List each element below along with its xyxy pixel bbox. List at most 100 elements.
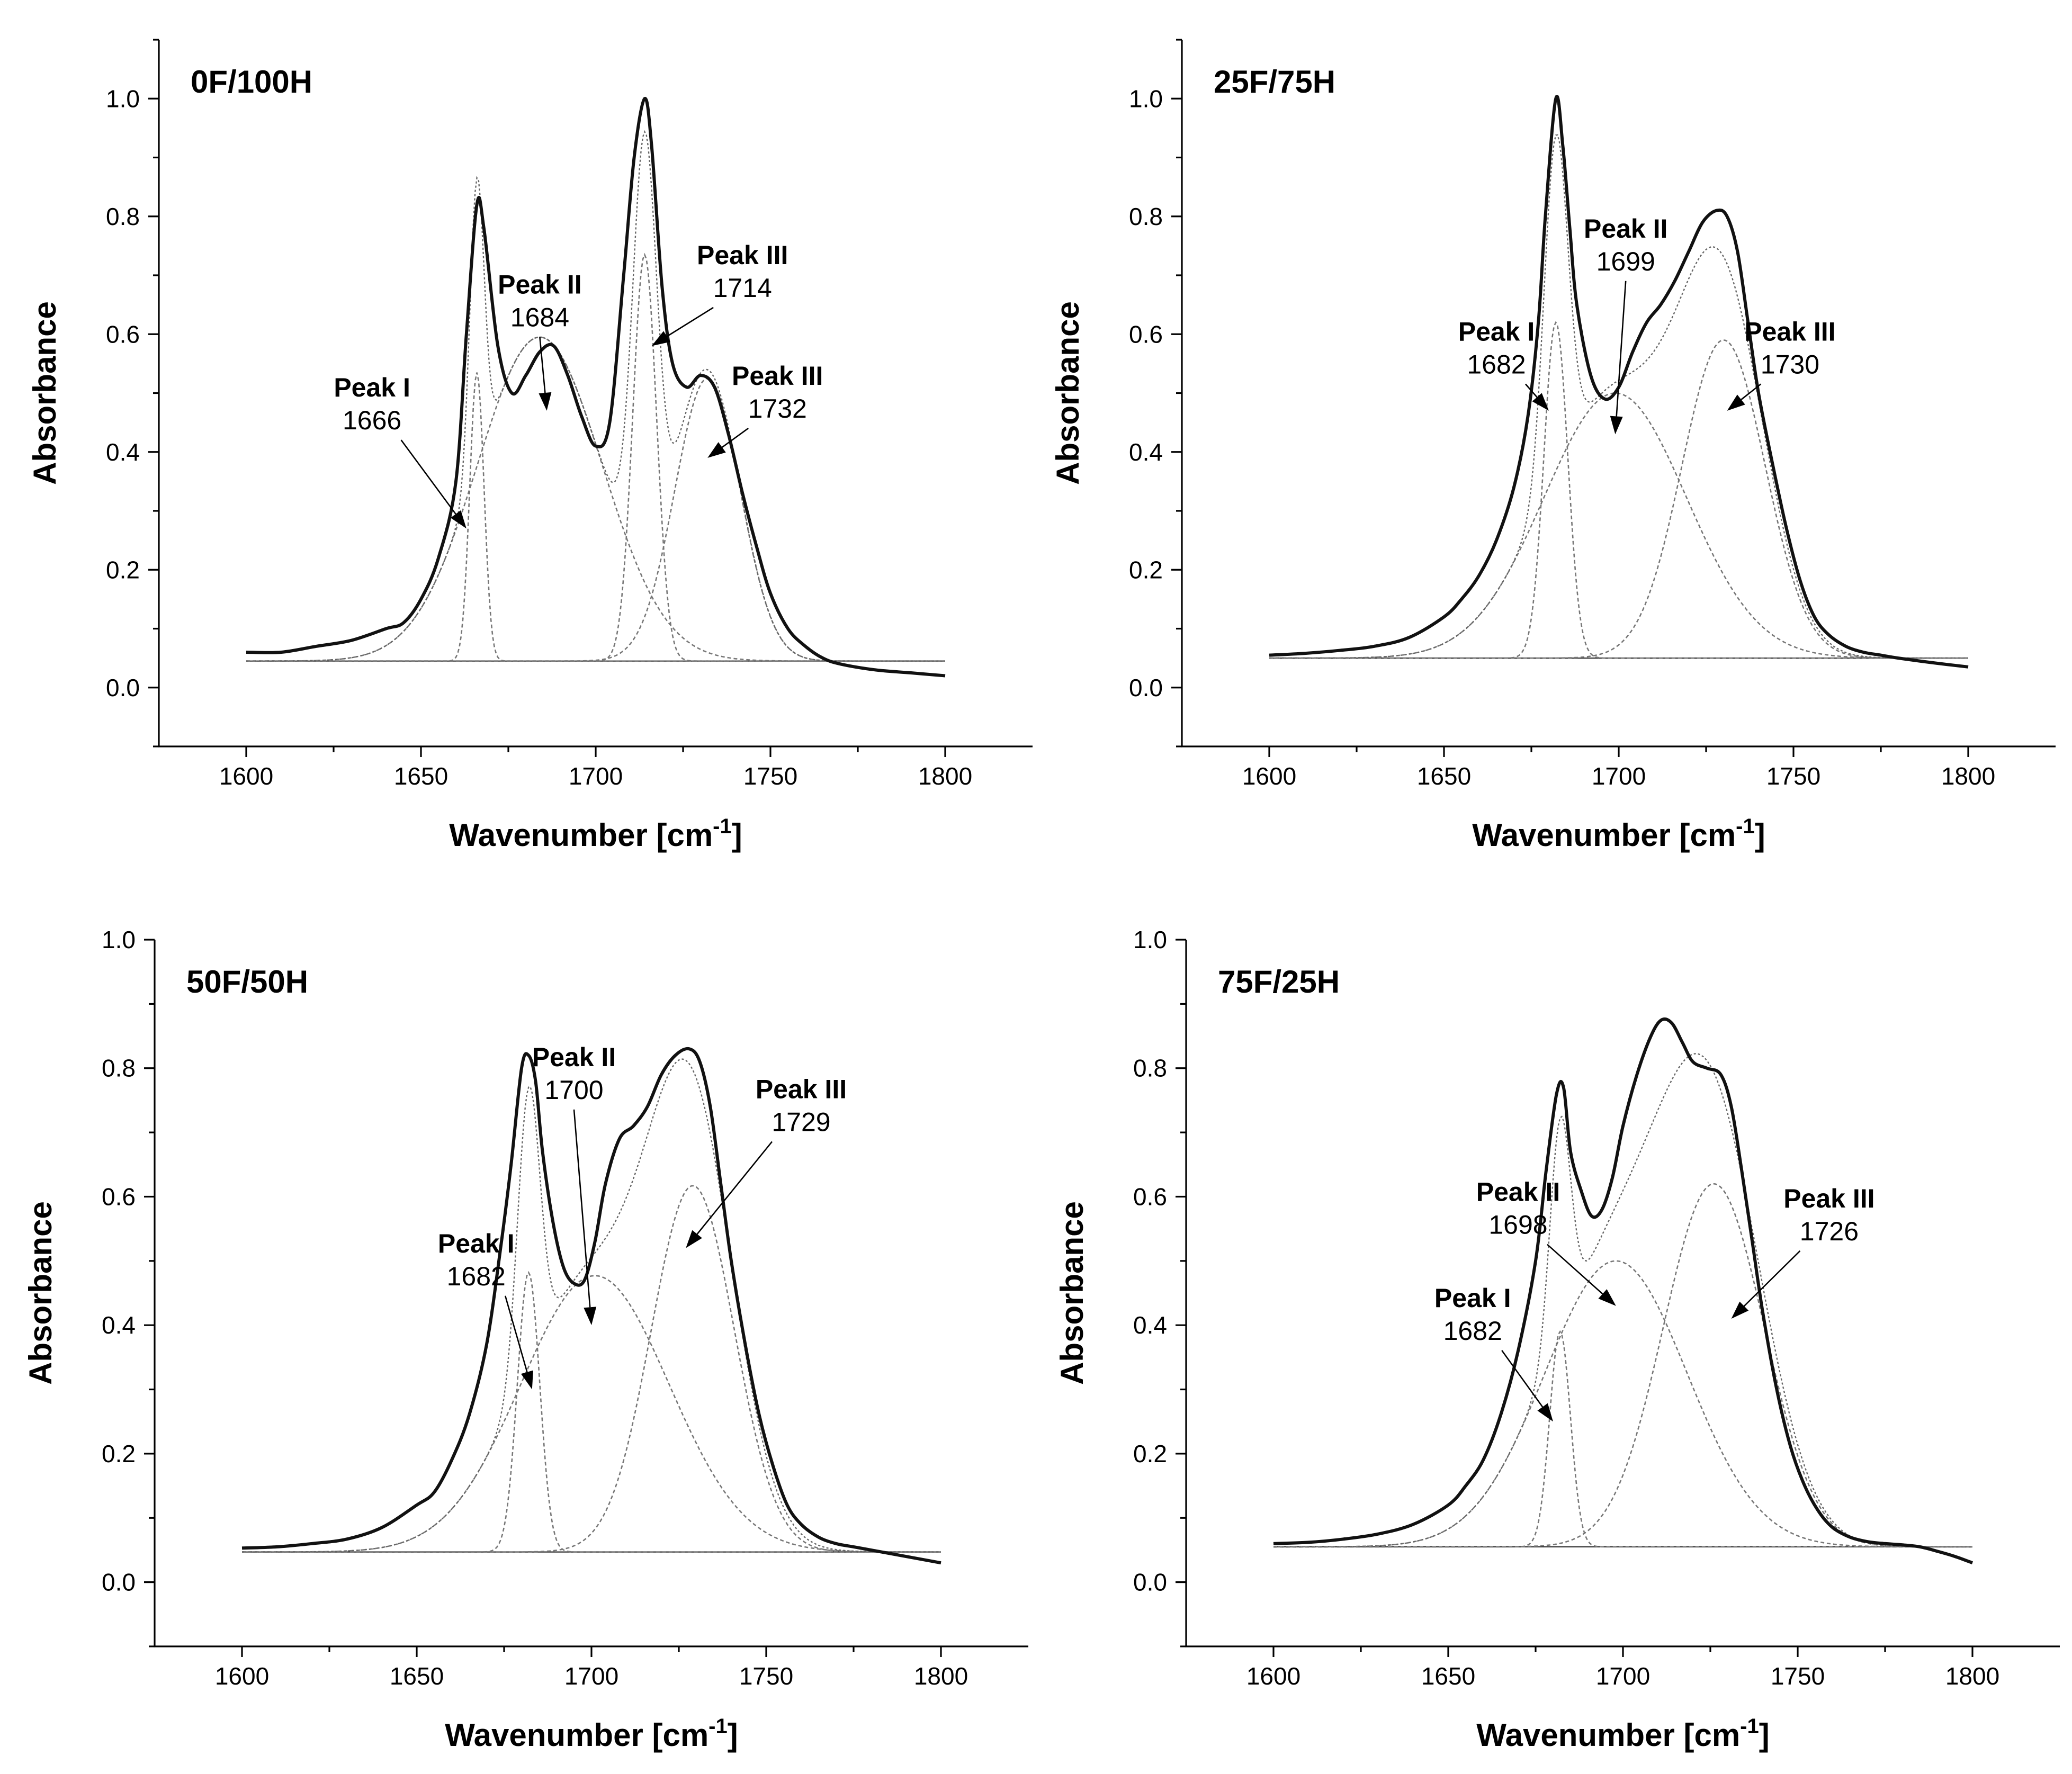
peak-arrow <box>1501 1350 1544 1408</box>
y-tick-label: 0.0 <box>1133 1569 1167 1596</box>
x-tick-label: 1800 <box>918 762 972 790</box>
x-tick-label: 1650 <box>1417 762 1471 790</box>
peak-arrow-head <box>707 442 726 458</box>
y-tick-label: 0.6 <box>1129 320 1163 348</box>
y-tick-label: 0.2 <box>106 556 140 583</box>
panel-75F-25H: 1600 1650 1700 1750 1800 0.0 0.2 0.4 0.6 0.8 1.0 Wa… <box>1054 926 2060 1753</box>
peak-arrow <box>1616 281 1627 417</box>
y-tick-label: 1.0 <box>102 926 136 953</box>
measured-spectrum <box>1269 95 1969 669</box>
y-axis-title: Absorbance <box>1054 1201 1090 1385</box>
peak-arrow <box>696 1141 773 1235</box>
y-tick-label: 0.2 <box>1133 1440 1167 1467</box>
peak-label-name: Peak I <box>1458 317 1535 347</box>
y-axis-title: Absorbance <box>27 301 62 485</box>
peak-label-name: Peak III <box>732 361 823 391</box>
component-peak-iii <box>242 1185 941 1553</box>
x-axis-title: Wavenumber [cm-1] <box>1476 1715 1769 1753</box>
x-tick-label: 1750 <box>1766 762 1820 790</box>
x-tick-label: 1750 <box>739 1662 793 1690</box>
fit-envelope <box>246 130 945 662</box>
peak-label-value: 1699 <box>1596 247 1655 276</box>
peak-label-value: 1682 <box>1467 350 1526 380</box>
x-axis-title: Wavenumber [cm-1] <box>445 1715 738 1753</box>
peak-label-value: 1730 <box>1761 350 1819 380</box>
x-axis-title: Wavenumber [cm-1] <box>449 815 742 853</box>
y-tick-label: 0.0 <box>102 1569 136 1596</box>
panel-title: 50F/50H <box>186 964 308 999</box>
component-peak-ii <box>1269 392 1968 659</box>
y-tick-label: 0.6 <box>106 320 140 348</box>
panel-25F-75H: 1600 1650 1700 1750 1800 0.0 0.2 0.4 0.6 0.8 1.0 Wa… <box>1050 39 2056 853</box>
peak-label-name: Peak I <box>1434 1283 1511 1313</box>
peak-arrow-head <box>1731 1301 1749 1319</box>
peak-label-value: 1682 <box>447 1262 506 1291</box>
y-tick-label: 0.0 <box>1129 674 1163 701</box>
peak-arrow <box>1743 1250 1801 1307</box>
y-axis-title: Absorbance <box>1050 301 1086 485</box>
x-tick-label: 1600 <box>1242 762 1296 790</box>
y-tick-label: 1.0 <box>1129 85 1163 112</box>
y-tick-label: 0.6 <box>102 1183 136 1210</box>
peak-arrow <box>504 1295 528 1373</box>
y-tick-label: 1.0 <box>1133 926 1167 953</box>
peak-arrow <box>539 337 546 393</box>
peak-label-value: 1682 <box>1443 1316 1502 1346</box>
peak-label-name: Peak III <box>1783 1184 1874 1213</box>
peak-label-value: 1666 <box>343 406 401 435</box>
peak-label-name: Peak II <box>1584 214 1667 244</box>
y-tick-label: 0.8 <box>1133 1055 1167 1082</box>
x-tick-label: 1600 <box>215 1662 269 1690</box>
peak-arrow-head <box>1532 393 1549 411</box>
panel-title: 25F/75H <box>1214 64 1335 100</box>
y-tick-label: 0.6 <box>1133 1183 1167 1210</box>
peak-label-name: Peak I <box>438 1229 515 1258</box>
x-tick-label: 1700 <box>1592 762 1646 790</box>
y-tick-label: 0.4 <box>1129 438 1163 466</box>
y-tick-label: 0.8 <box>102 1055 136 1082</box>
y-tick-label: 0.2 <box>1129 556 1163 583</box>
peak-arrow-head <box>1610 416 1623 435</box>
peak-label-name: Peak II <box>1476 1177 1560 1207</box>
peak-label-name: Peak III <box>1744 317 1835 347</box>
x-tick-label: 1700 <box>569 762 623 790</box>
y-tick-label: 0.4 <box>102 1311 136 1339</box>
peak-arrow <box>1525 383 1538 398</box>
peak-label-value: 1732 <box>748 394 807 424</box>
peak-arrow <box>721 427 749 448</box>
x-tick-label: 1600 <box>219 762 273 790</box>
peak-label-name: Peak III <box>697 240 788 270</box>
y-tick-label: 0.0 <box>106 674 140 701</box>
x-tick-label: 1650 <box>394 762 448 790</box>
x-tick-label: 1800 <box>1945 1662 1999 1690</box>
y-tick-label: 0.8 <box>1129 203 1163 230</box>
x-axis-title: Wavenumber [cm-1] <box>1472 815 1765 853</box>
peak-label-name: Peak I <box>334 373 410 402</box>
panel-title: 75F/25H <box>1218 964 1340 999</box>
y-tick-label: 0.8 <box>106 203 140 230</box>
peak-arrow-head <box>450 510 467 529</box>
y-axis-title: Absorbance <box>23 1201 58 1385</box>
axes-frame <box>158 40 1033 748</box>
peak-arrow <box>400 439 456 515</box>
panel-50F-50H: 1600 1650 1700 1750 1800 0.0 0.2 0.4 0.6 0.8 1.0 Wa… <box>23 926 1028 1753</box>
panel-0F-100H: 1600 1650 1700 1750 1800 0.0 0.2 0.4 0.6 0.8 1.0 Wa… <box>27 39 1033 853</box>
component-peak-i <box>1269 321 1968 659</box>
component-peak-iii-1714 <box>246 253 945 662</box>
peak-arrow <box>1547 1244 1603 1295</box>
x-tick-label: 1700 <box>564 1662 618 1690</box>
x-tick-label: 1800 <box>1941 762 1995 790</box>
component-peak-iii <box>1273 1183 1972 1548</box>
peak-label-value: 1684 <box>510 303 569 332</box>
x-tick-label: 1650 <box>1421 1662 1475 1690</box>
measured-spectrum <box>246 97 946 678</box>
component-peak-iii-1732 <box>246 377 945 662</box>
peak-label-value: 1700 <box>544 1075 603 1105</box>
peak-label-value: 1726 <box>1800 1217 1859 1246</box>
peak-arrow <box>573 1109 591 1308</box>
peak-label-name: Peak II <box>498 270 581 300</box>
fit-envelope <box>242 1058 941 1553</box>
peak-label-name: Peak III <box>756 1074 847 1104</box>
measured-spectrum <box>1273 1017 1974 1565</box>
